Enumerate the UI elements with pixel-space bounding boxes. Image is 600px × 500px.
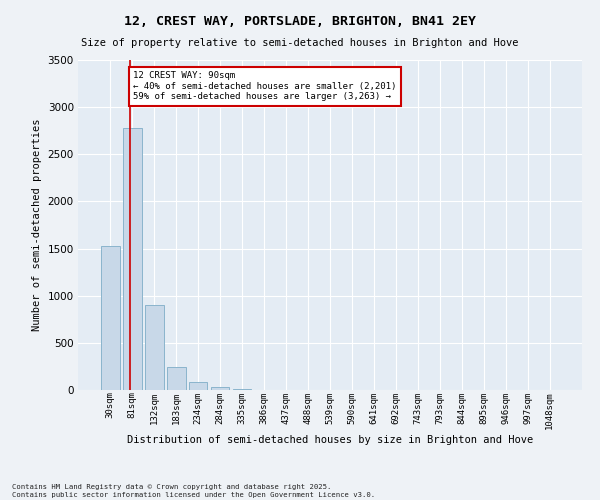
Bar <box>189 382 208 390</box>
Bar <box>101 246 119 390</box>
Text: Size of property relative to semi-detached houses in Brighton and Hove: Size of property relative to semi-detach… <box>81 38 519 48</box>
Bar <box>123 128 142 390</box>
Bar <box>233 388 251 390</box>
Text: Contains HM Land Registry data © Crown copyright and database right 2025.
Contai: Contains HM Land Registry data © Crown c… <box>12 484 375 498</box>
Bar <box>211 386 229 390</box>
Y-axis label: Number of semi-detached properties: Number of semi-detached properties <box>32 118 42 331</box>
Bar <box>167 368 185 390</box>
X-axis label: Distribution of semi-detached houses by size in Brighton and Hove: Distribution of semi-detached houses by … <box>127 434 533 444</box>
Bar <box>145 305 164 390</box>
Text: 12, CREST WAY, PORTSLADE, BRIGHTON, BN41 2EY: 12, CREST WAY, PORTSLADE, BRIGHTON, BN41… <box>124 15 476 28</box>
Text: 12 CREST WAY: 90sqm
← 40% of semi-detached houses are smaller (2,201)
59% of sem: 12 CREST WAY: 90sqm ← 40% of semi-detach… <box>133 72 397 101</box>
